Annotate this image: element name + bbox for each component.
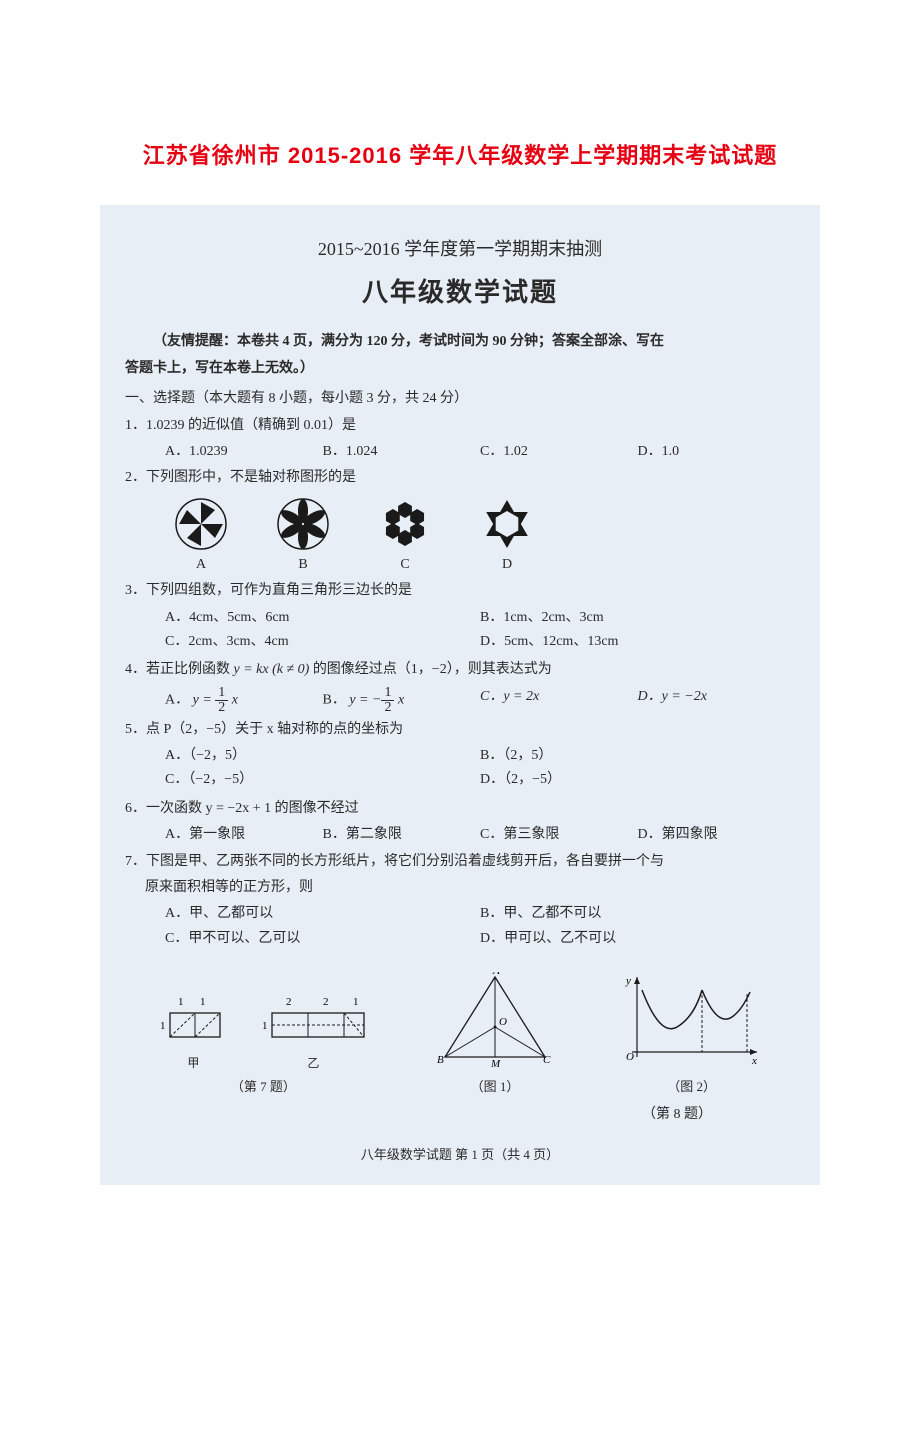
q2-shape-a: A [175, 498, 227, 576]
q4-func: y = kx (k ≠ 0) [234, 662, 310, 677]
question-3: 3．下列四组数，可作为直角三角形三边长的是 [125, 580, 795, 602]
q2-label-b: B [277, 554, 329, 576]
svg-text:x: x [751, 1055, 757, 1067]
q1-opt-a: A．1.0239 [165, 441, 323, 463]
svg-text:1: 1 [200, 996, 206, 1008]
svg-text:B: B [437, 1054, 444, 1066]
graph-icon: O x y [622, 972, 762, 1067]
question-7-line1: 7．下图是甲、乙两张不同的长方形纸片，将它们分别沿着虚线剪开后，各自要拼一个与 [125, 851, 795, 873]
q2-label-c: C [379, 554, 431, 576]
q4-opt-a: A． y = 12 x [165, 686, 323, 715]
q4-opt-d: D．y = −2x [638, 686, 796, 715]
svg-text:2: 2 [286, 996, 292, 1008]
section-1-title: 一、选择题（本大题有 8 小题，每小题 3 分，共 24 分） [125, 388, 795, 410]
svg-text:O: O [499, 1016, 507, 1028]
question-2: 2．下列图形中，不是轴对称图形的是 [125, 467, 795, 489]
question-5: 5．点 P（2，−5）关于 x 轴对称的点的坐标为 [125, 719, 795, 741]
fig-yi: 2 2 1 1 乙 [258, 993, 368, 1073]
fig-tu1: A B C M O （图 1） [435, 972, 555, 1098]
q2-label-a: A [175, 554, 227, 576]
q5-opt-a: A．（−2，5） [165, 745, 480, 767]
q4-text-mid: 的图像经过点（1，−2），则其表达式为 [313, 662, 552, 677]
q3-opt-a: A．4cm、5cm、6cm [165, 607, 480, 629]
svg-text:1: 1 [178, 996, 184, 1008]
question-7-line2: 原来面积相等的正方形，则 [145, 877, 795, 899]
svg-text:1: 1 [160, 1020, 166, 1032]
q5-opt-b: B．（2，5） [480, 745, 795, 767]
q6-opt-d: D．第四象限 [638, 824, 796, 846]
q1-opt-c: C．1.02 [480, 441, 638, 463]
svg-text:1: 1 [353, 996, 359, 1008]
svg-text:M: M [490, 1058, 501, 1067]
fig-tu2: O x y （图 2） [622, 972, 762, 1098]
fig-yi-label: 乙 [258, 1054, 368, 1073]
q6-opt-c: C．第三象限 [480, 824, 638, 846]
q4-opt-b: B． y = −12 x [323, 686, 481, 715]
q7-options: A．甲、乙都可以 B．甲、乙都不可以 C．甲不可以、乙可以 D．甲可以、乙不可以 [165, 903, 795, 952]
q6-opt-a: A．第一象限 [165, 824, 323, 846]
hex-flower-icon [379, 498, 431, 550]
q4-options: A． y = 12 x B． y = −12 x C．y = 2x D．y = … [165, 686, 795, 715]
q7-caption: （第 7 题） [158, 1077, 368, 1098]
star-of-david-icon [481, 498, 533, 550]
question-1: 1．1.0239 的近似值（精确到 0.01）是 [125, 415, 795, 437]
q6-opt-b: B．第二象限 [323, 824, 481, 846]
q2-shape-d: D [481, 498, 533, 576]
bottom-figures: 1 1 1 甲 2 2 1 1 [125, 972, 795, 1098]
q4-opt-c: C．y = 2x [480, 686, 638, 715]
fig-jia: 1 1 1 甲 [158, 993, 228, 1073]
svg-text:y: y [625, 975, 631, 987]
q1-opt-d: D．1.0 [638, 441, 796, 463]
q3-options: A．4cm、5cm、6cm B．1cm、2cm、3cm C．2cm、3cm、4c… [165, 607, 795, 656]
q4-text-pre: 4．若正比例函数 [125, 662, 234, 677]
svg-text:1: 1 [262, 1020, 268, 1032]
q2-shape-c: C [379, 498, 431, 576]
question-4: 4．若正比例函数 y = kx (k ≠ 0) 的图像经过点（1，−2），则其表… [125, 659, 795, 681]
tu1-label: （图 1） [435, 1077, 555, 1098]
q7-opt-a: A．甲、乙都可以 [165, 903, 480, 925]
tu2-label: （图 2） [622, 1077, 762, 1098]
q7-opt-d: D．甲可以、乙不可以 [480, 928, 795, 950]
q3-opt-c: C．2cm、3cm、4cm [165, 631, 480, 653]
svg-text:A: A [492, 972, 500, 977]
q7-opt-b: B．甲、乙都不可以 [480, 903, 795, 925]
q5-opt-d: D．（2，−5） [480, 769, 795, 791]
flower-icon [277, 498, 329, 550]
q3-opt-d: D．5cm、12cm、13cm [480, 631, 795, 653]
fig-q7: 1 1 1 甲 2 2 1 1 [158, 993, 368, 1098]
document-title: 江苏省徐州市 2015-2016 学年八年级数学上学期期末考试试题 [0, 138, 920, 170]
q1-opt-b: B．1.024 [323, 441, 481, 463]
q5-options: A．（−2，5） B．（2，5） C．（−2，−5） D．（2，−5） [165, 745, 795, 794]
svg-text:2: 2 [323, 996, 329, 1008]
q5-opt-c: C．（−2，−5） [165, 769, 480, 791]
fig-jia-label: 甲 [158, 1054, 228, 1073]
q6-options: A．第一象限 B．第二象限 C．第三象限 D．第四象限 [165, 824, 795, 846]
q2-shape-b: B [277, 498, 329, 576]
exam-subheader: 2015~2016 学年度第一学期期末抽测 [125, 235, 795, 264]
rect-jia-icon: 1 1 1 [158, 993, 228, 1048]
rect-yi-icon: 2 2 1 1 [258, 993, 368, 1048]
q8-caption-row: （第 8 题） [125, 1104, 795, 1126]
q2-label-d: D [481, 554, 533, 576]
exam-title: 八年级数学试题 [125, 272, 795, 314]
pinwheel-icon [175, 498, 227, 550]
q7-opt-c: C．甲不可以、乙可以 [165, 928, 480, 950]
q8-caption: （第 8 题） [642, 1104, 712, 1126]
q2-shapes: A B [175, 498, 795, 576]
svg-text:O: O [626, 1051, 634, 1063]
svg-text:C: C [543, 1054, 551, 1066]
triangle-icon: A B C M O [435, 972, 555, 1067]
exam-paper: 2015~2016 学年度第一学期期末抽测 八年级数学试题 （友情提醒：本卷共 … [100, 205, 820, 1185]
q1-options: A．1.0239 B．1.024 C．1.02 D．1.0 [165, 441, 795, 463]
notice-line-1: （友情提醒：本卷共 4 页，满分为 120 分，考试时间为 90 分钟；答案全部… [125, 331, 795, 353]
q3-opt-b: B．1cm、2cm、3cm [480, 607, 795, 629]
notice-line-2: 答题卡上，写在本卷上无效。） [125, 358, 795, 380]
page-footer: 八年级数学试题 第 1 页（共 4 页） [125, 1145, 795, 1166]
question-6: 6．一次函数 y = −2x + 1 的图像不经过 [125, 798, 795, 820]
